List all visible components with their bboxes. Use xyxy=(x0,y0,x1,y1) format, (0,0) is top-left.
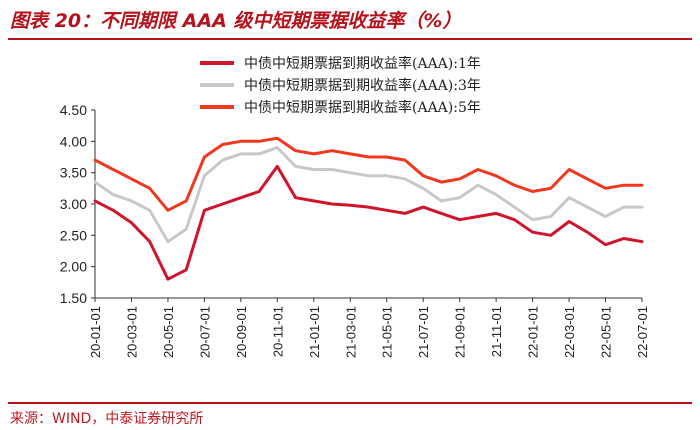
x-tick-label: 20-05-01 xyxy=(161,306,176,358)
series-line-0 xyxy=(93,164,644,281)
x-tick-label: 20-09-01 xyxy=(234,306,249,358)
y-tick-label: 3.00 xyxy=(60,196,87,212)
x-tick-label: 22-07-01 xyxy=(635,306,650,358)
y-tick-label: 4.50 xyxy=(60,102,87,118)
series-line-1 xyxy=(93,146,644,244)
legend-label-5y: 中债中短期票据到期收益率(AAA):5年 xyxy=(244,100,481,116)
y-tick-label: 3.50 xyxy=(60,165,87,181)
legend-swatch-5y xyxy=(200,105,234,109)
x-tick-label: 21-01-01 xyxy=(307,306,322,358)
legend-item-3y: 中债中短期票据到期收益率(AAA):3年 xyxy=(200,74,481,96)
legend-swatch-1y xyxy=(200,61,234,65)
legend-item-5y: 中债中短期票据到期收益率(AAA):5年 xyxy=(200,96,481,118)
x-tick-label: 21-03-01 xyxy=(343,306,358,358)
x-tick-label: 20-07-01 xyxy=(197,306,212,358)
legend-item-1y: 中债中短期票据到期收益率(AAA):1年 xyxy=(200,52,481,74)
line-chart: 1.50 2.00 2.50 3.00 3.50 4.00 4.50 20-01-01 20-0… xyxy=(60,102,650,358)
y-tick-label: 1.50 xyxy=(60,290,87,306)
x-tick-label: 22-01-01 xyxy=(526,306,541,358)
series-line-2 xyxy=(93,136,644,212)
x-tick-label: 21-11-01 xyxy=(489,306,504,357)
legend: 中债中短期票据到期收益率(AAA):1年 中债中短期票据到期收益率(AAA):3… xyxy=(200,52,481,118)
chart-title: 图表 20：不同期限 AAA 级中短期票据收益率（%） xyxy=(10,10,462,32)
x-tick-label: 21-05-01 xyxy=(380,306,395,358)
title-rule xyxy=(8,38,692,40)
x-tick-label: 21-07-01 xyxy=(416,306,431,358)
legend-label-1y: 中债中短期票据到期收益率(AAA):1年 xyxy=(244,56,481,72)
x-tick-label: 22-03-01 xyxy=(562,306,577,358)
source-note: 来源：WIND，中泰证券研究所 xyxy=(10,411,204,427)
x-tick-label: 20-11-01 xyxy=(270,306,285,357)
x-tick-label: 20-01-01 xyxy=(88,306,103,358)
y-tick-label: 2.00 xyxy=(60,259,87,275)
legend-label-3y: 中债中短期票据到期收益率(AAA):3年 xyxy=(244,78,481,94)
y-tick-label: 2.50 xyxy=(60,227,87,243)
x-tick-label: 21-09-01 xyxy=(453,306,468,358)
x-tick-label: 22-05-01 xyxy=(599,306,614,358)
y-tick-label: 4.00 xyxy=(60,133,87,149)
x-tick-label: 20-03-01 xyxy=(124,306,139,358)
source-rule xyxy=(8,402,692,404)
legend-swatch-3y xyxy=(200,83,234,87)
